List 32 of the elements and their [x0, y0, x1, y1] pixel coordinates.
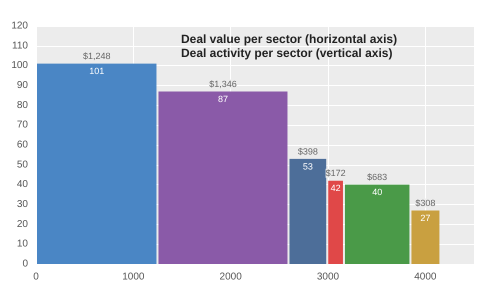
y-tick-label: 90 — [16, 80, 28, 91]
y-tick-label: 20 — [16, 218, 28, 230]
y-tick-label: 80 — [16, 100, 28, 111]
x-tick-label: 4000 — [414, 272, 437, 282]
x-tick-label: 2000 — [220, 272, 242, 282]
annotation: $308 — [415, 198, 436, 208]
y-tick-label: 10 — [16, 238, 28, 250]
text: Deal value per sector (horizontal axis) — [181, 32, 398, 46]
annotation: $683 — [367, 172, 388, 182]
data-label: 42 — [330, 183, 341, 194]
y-tick-label: 30 — [16, 199, 28, 210]
data-label: 53 — [302, 161, 313, 172]
annotation: $1,248 — [82, 51, 110, 62]
y-tick-label: 40 — [16, 179, 28, 190]
y-tick-label: 70 — [16, 120, 28, 131]
y-tick-label: 0 — [22, 258, 28, 270]
x-tick-label: 1000 — [122, 272, 145, 282]
y-tick-label: 60 — [16, 140, 28, 150]
annotation: $172 — [326, 168, 346, 178]
annotation: $1,346 — [209, 78, 237, 89]
data-label: 40 — [372, 187, 382, 198]
x-tick-label: 3000 — [316, 272, 340, 282]
x-tick-label: 0 — [33, 272, 40, 282]
y-tick-label: 100 — [11, 60, 28, 72]
y-tick-label: 50 — [16, 159, 28, 170]
data-label: 27 — [420, 212, 430, 223]
y-tick-label: 120 — [11, 20, 28, 32]
y-tick-label: 110 — [12, 40, 28, 52]
data-label: 87 — [218, 94, 228, 104]
data-label: 101 — [89, 66, 104, 76]
text: Deal activity per sector (vertical axis) — [181, 46, 392, 60]
annotation: $398 — [298, 146, 318, 156]
